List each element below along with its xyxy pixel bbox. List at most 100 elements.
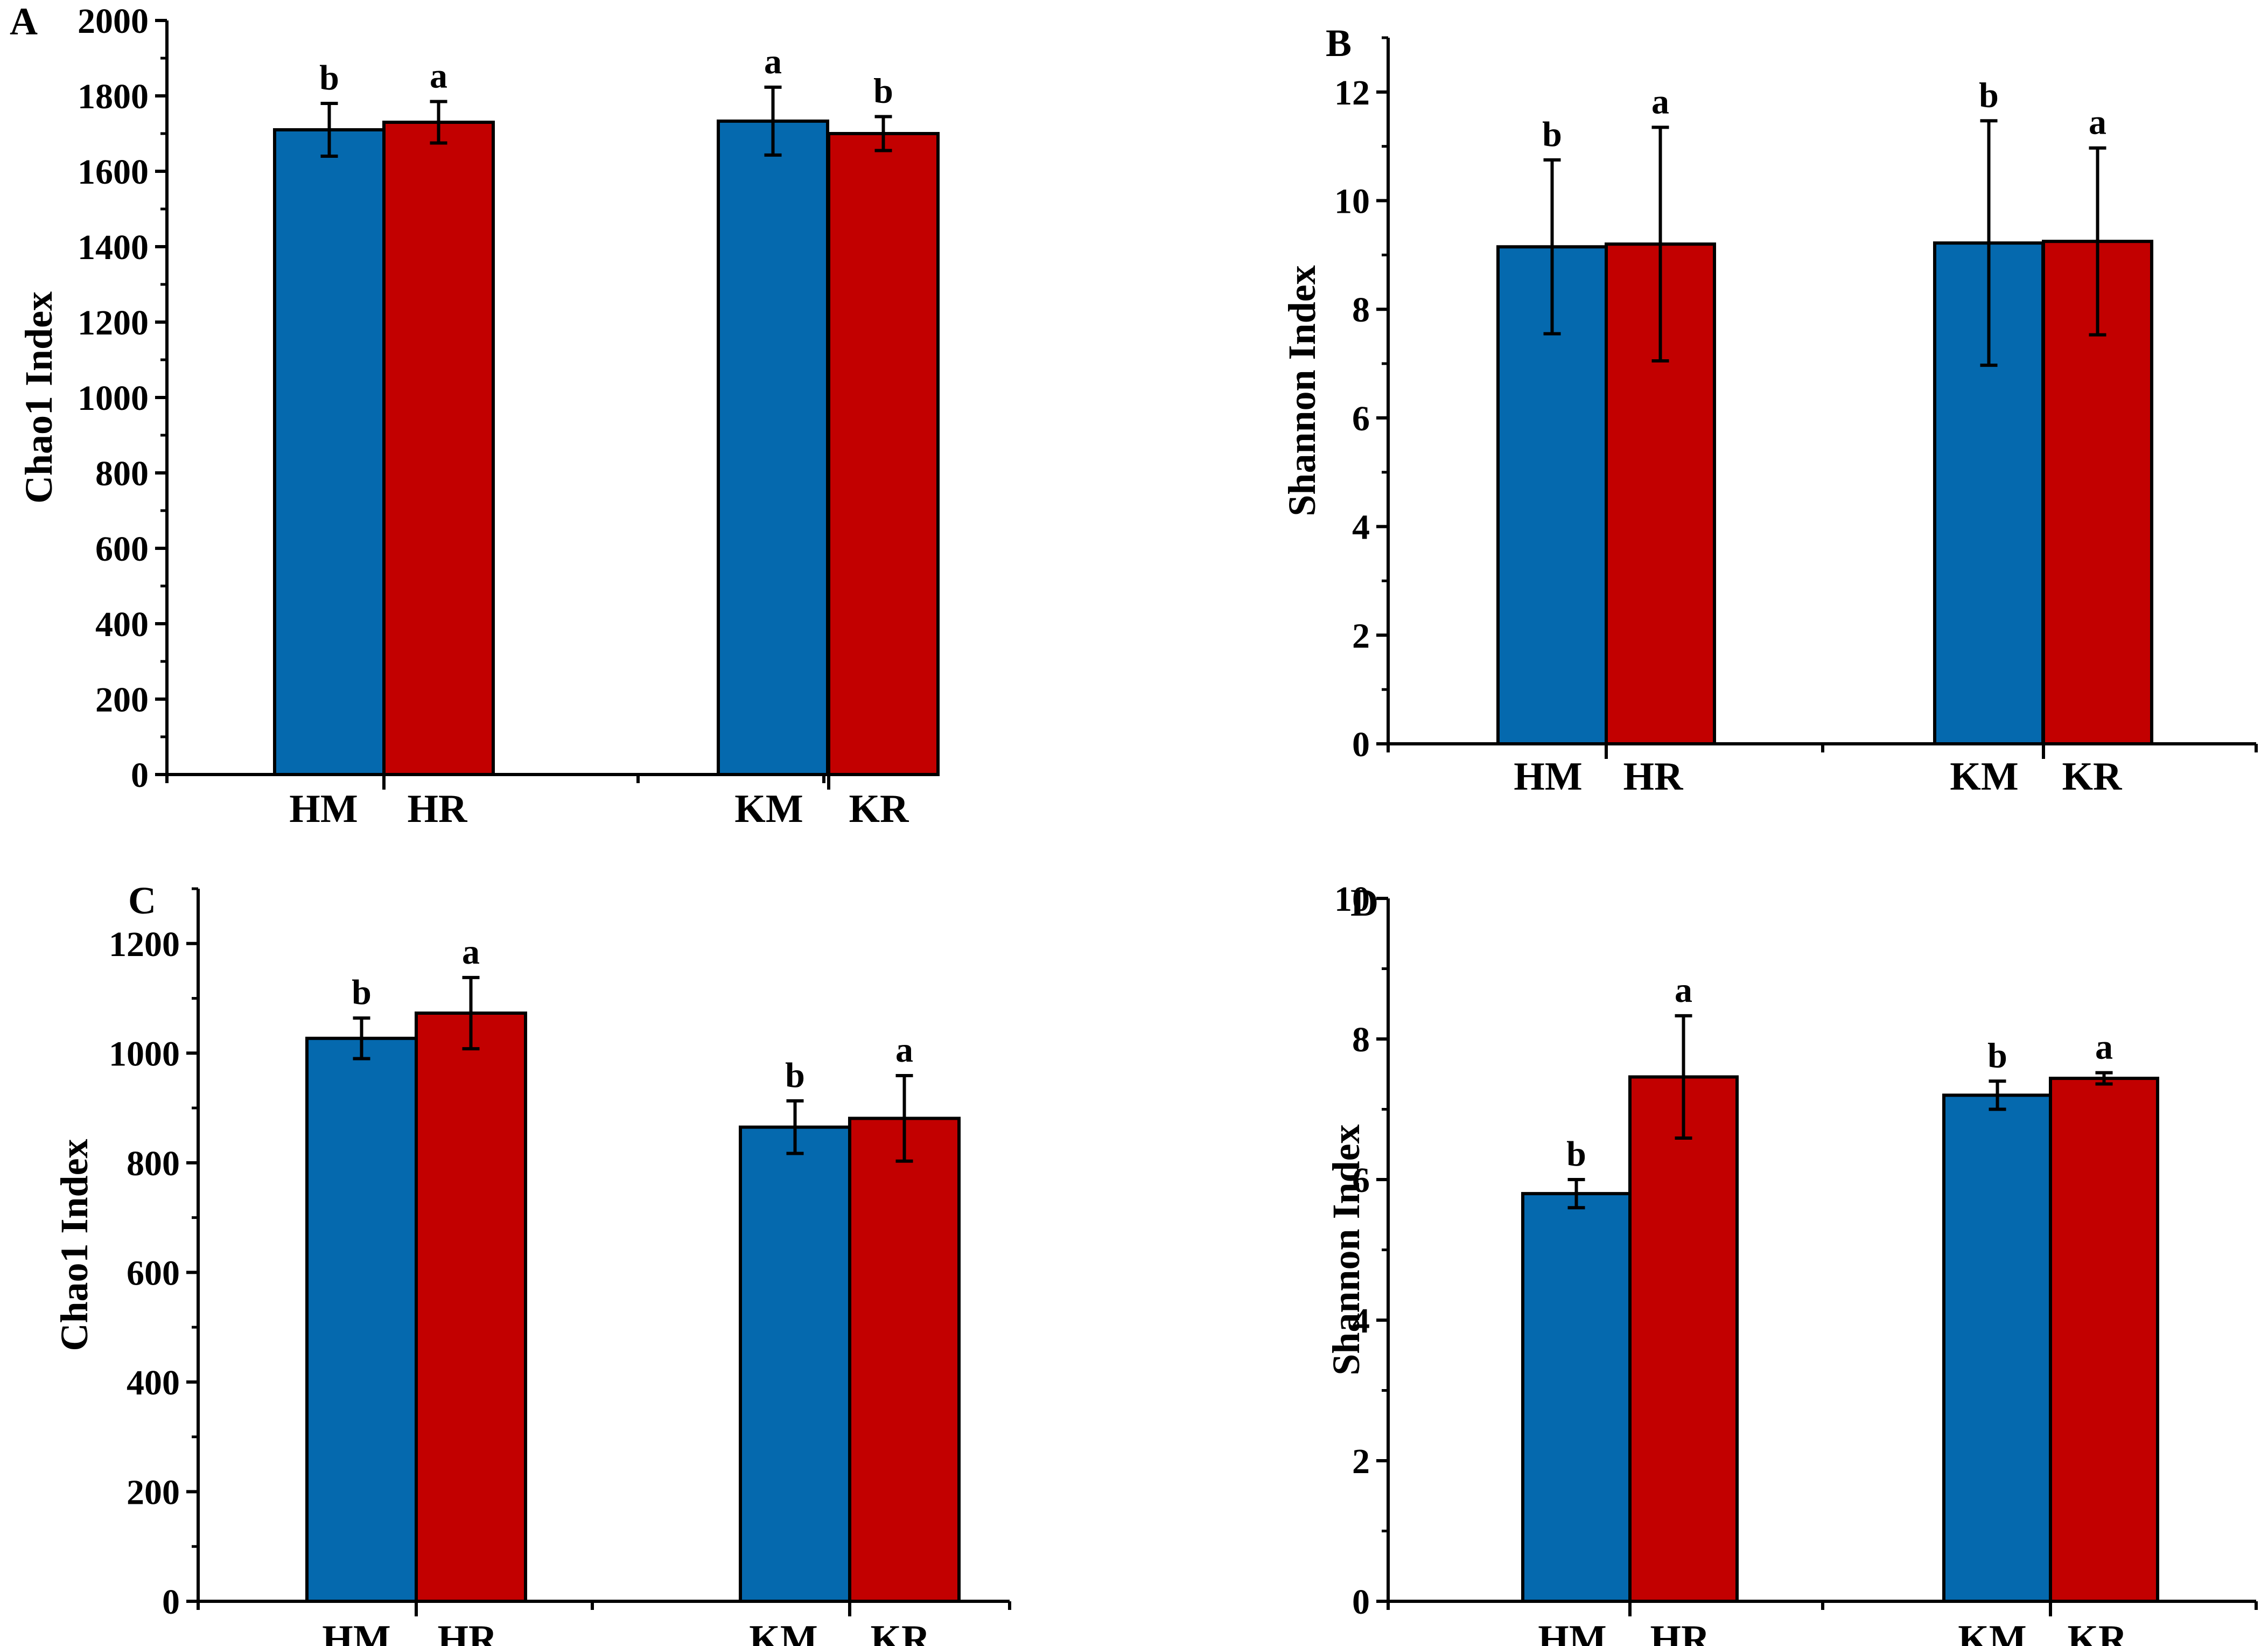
y-tick-label: 6 bbox=[1352, 399, 1370, 438]
bar-hm bbox=[1521, 1192, 1632, 1603]
bar-hr bbox=[382, 121, 495, 776]
y-tick-label: 1000 bbox=[78, 379, 149, 418]
chart-panel-c: b a b a 0 200 400 600 800 1000 1200 HM HR KM KR Chao1 I… bbox=[53, 879, 1011, 1646]
significance-label-hm: b bbox=[1566, 1134, 1586, 1174]
category-label-kr: KR bbox=[2068, 1617, 2129, 1646]
significance-label-hm: b bbox=[1542, 115, 1562, 154]
bar-kr bbox=[827, 132, 940, 776]
bar-km bbox=[717, 119, 829, 776]
bar-kr bbox=[848, 1117, 961, 1603]
y-tick-label: 1400 bbox=[78, 228, 149, 267]
error-bar-kr bbox=[2089, 146, 2106, 337]
category-label-hm: HM bbox=[1538, 1617, 1606, 1646]
category-label-km: KM bbox=[1958, 1617, 2026, 1646]
category-label-kr: KR bbox=[2062, 755, 2123, 799]
significance-label-kr: b bbox=[873, 72, 893, 111]
error-bar-hm bbox=[1543, 158, 1561, 336]
significance-label-kr: a bbox=[895, 1030, 913, 1070]
y-tick-label: 10 bbox=[1334, 880, 1370, 919]
category-label-hm: HM bbox=[322, 1617, 390, 1646]
bar-kr bbox=[2049, 1077, 2159, 1603]
error-bar-hr bbox=[1675, 1014, 1692, 1140]
significance-label-hm: b bbox=[319, 58, 339, 97]
significance-label-kr: a bbox=[2095, 1028, 2113, 1067]
category-label-kr: KR bbox=[871, 1617, 932, 1646]
y-tick-label: 4 bbox=[1352, 1301, 1370, 1341]
category-label-km: KM bbox=[749, 1617, 817, 1646]
y-tick-label: 0 bbox=[1352, 725, 1370, 764]
significance-label-hr: a bbox=[1675, 971, 1692, 1010]
category-label-hr: HR bbox=[408, 787, 468, 831]
y-tick-label: 400 bbox=[95, 605, 149, 644]
y-tick-label: 800 bbox=[127, 1144, 180, 1183]
y-tick-label: 8 bbox=[1352, 290, 1370, 330]
significance-label-hr: a bbox=[462, 932, 480, 972]
y-tick-label: 6 bbox=[1352, 1161, 1370, 1200]
category-label-km: KM bbox=[1950, 755, 2018, 799]
y-tick-label: 0 bbox=[162, 1582, 180, 1622]
significance-label-km: a bbox=[764, 42, 782, 81]
error-bar-hm bbox=[353, 1016, 370, 1061]
y-tick-label: 1200 bbox=[109, 925, 180, 964]
y-tick-label: 8 bbox=[1352, 1020, 1370, 1059]
bar-hm bbox=[273, 128, 386, 776]
panel-letter: A bbox=[10, 0, 38, 43]
y-tick-label: 800 bbox=[95, 454, 149, 493]
significance-label-kr: a bbox=[2089, 103, 2106, 142]
y-tick-label: 0 bbox=[1352, 1582, 1370, 1622]
bar-km bbox=[739, 1125, 851, 1603]
error-bar-hr bbox=[462, 975, 480, 1051]
error-bar-km bbox=[764, 85, 782, 157]
bar-hr bbox=[1628, 1075, 1739, 1603]
category-label-km: KM bbox=[734, 787, 803, 831]
category-label-kr: KR bbox=[849, 787, 910, 831]
y-tick-label: 1800 bbox=[78, 77, 149, 116]
y-tick-label: 600 bbox=[127, 1253, 180, 1293]
chart-panel-a: b a a b 0 200 400 600 800 1000 1200 1400 1600 1800 200… bbox=[10, 0, 940, 831]
error-bar-km bbox=[1989, 1079, 2006, 1111]
y-tick-label: 1000 bbox=[109, 1034, 180, 1073]
y-tick-label: 10 bbox=[1334, 182, 1370, 221]
y-axis-label: Chao1 Index bbox=[53, 1139, 96, 1351]
error-bar-hr bbox=[430, 100, 447, 145]
y-tick-label: 2 bbox=[1352, 616, 1370, 655]
significance-label-km: b bbox=[785, 1056, 805, 1095]
error-bar-hr bbox=[1651, 125, 1669, 363]
error-bar-hm bbox=[320, 102, 338, 158]
y-axis-label: Shannon Index bbox=[1325, 1124, 1368, 1375]
y-tick-label: 400 bbox=[127, 1363, 180, 1403]
y-tick-label: 600 bbox=[95, 529, 149, 569]
panel-letter: D bbox=[1350, 881, 1378, 924]
category-label-hr: HR bbox=[1623, 755, 1684, 799]
category-label-hr: HR bbox=[438, 1617, 499, 1646]
error-bar-kr bbox=[2095, 1071, 2113, 1086]
y-tick-label: 2000 bbox=[78, 2, 149, 41]
category-label-hr: HR bbox=[1650, 1617, 1711, 1646]
bar-hm bbox=[305, 1036, 418, 1603]
error-bar-kr bbox=[874, 115, 892, 152]
significance-label-hr: a bbox=[1651, 82, 1669, 121]
chart-panel-b: b a b a 0 2 4 6 8 10 12 HM HR KM KR Shannon Index B bbox=[1280, 22, 2258, 799]
y-axis-label: Shannon Index bbox=[1280, 265, 1324, 516]
y-tick-label: 4 bbox=[1352, 508, 1370, 547]
error-bar-hm bbox=[1567, 1178, 1585, 1210]
y-tick-label: 1200 bbox=[78, 303, 149, 343]
significance-label-hm: b bbox=[352, 973, 372, 1012]
y-tick-label: 200 bbox=[95, 680, 149, 720]
y-tick-label: 12 bbox=[1334, 73, 1370, 113]
bar-hr bbox=[415, 1012, 527, 1603]
bar-km bbox=[1942, 1093, 2053, 1603]
y-tick-label: 0 bbox=[131, 756, 149, 795]
panel-letter: C bbox=[128, 879, 156, 922]
panel-letter: B bbox=[1326, 22, 1352, 65]
y-tick-label: 2 bbox=[1352, 1442, 1370, 1481]
y-tick-label: 200 bbox=[127, 1473, 180, 1512]
error-bar-km bbox=[1980, 119, 1998, 367]
chart-panel-d: b a b a 0 2 4 6 8 10 HM HR KM KR Shannon Index D bbox=[1325, 880, 2258, 1646]
y-axis-label: Chao1 Index bbox=[17, 291, 60, 504]
significance-label-km: b bbox=[1979, 75, 1999, 115]
y-tick-label: 1600 bbox=[78, 152, 149, 192]
significance-label-hr: a bbox=[430, 57, 447, 96]
category-label-hm: HM bbox=[1514, 755, 1582, 799]
